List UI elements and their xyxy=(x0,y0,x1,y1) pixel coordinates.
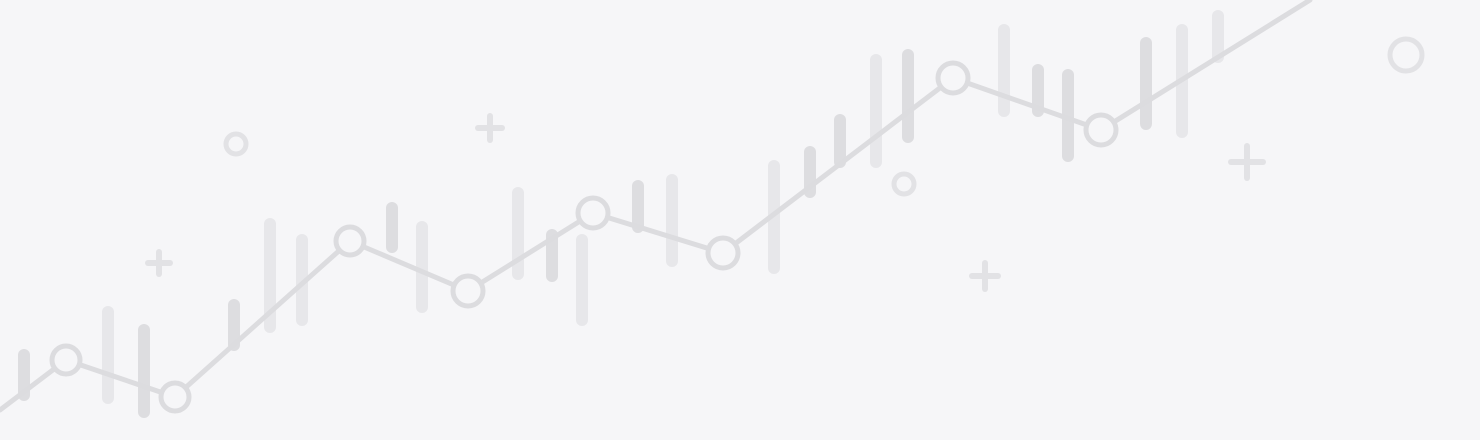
circle-outline-icon xyxy=(891,171,917,197)
background-bars xyxy=(18,10,1224,418)
trend-node xyxy=(333,224,367,258)
trend-node xyxy=(705,235,741,271)
plus-icon xyxy=(1228,143,1266,181)
trend-node xyxy=(158,380,192,414)
trend-nodes xyxy=(49,60,1119,414)
plus-icon xyxy=(475,113,505,143)
circle-outline-icon xyxy=(223,131,249,157)
decoration-rings xyxy=(223,36,1425,197)
trend-node xyxy=(450,273,486,309)
trend-line xyxy=(0,0,1313,413)
decoration-pluses xyxy=(145,113,1266,292)
plus-icon xyxy=(145,249,173,277)
trend-node xyxy=(49,343,83,377)
circle-outline-icon xyxy=(1387,36,1425,74)
trend-node xyxy=(935,60,971,96)
trend-node xyxy=(575,195,611,231)
plus-icon xyxy=(969,260,1001,292)
trend-node xyxy=(1083,112,1119,148)
